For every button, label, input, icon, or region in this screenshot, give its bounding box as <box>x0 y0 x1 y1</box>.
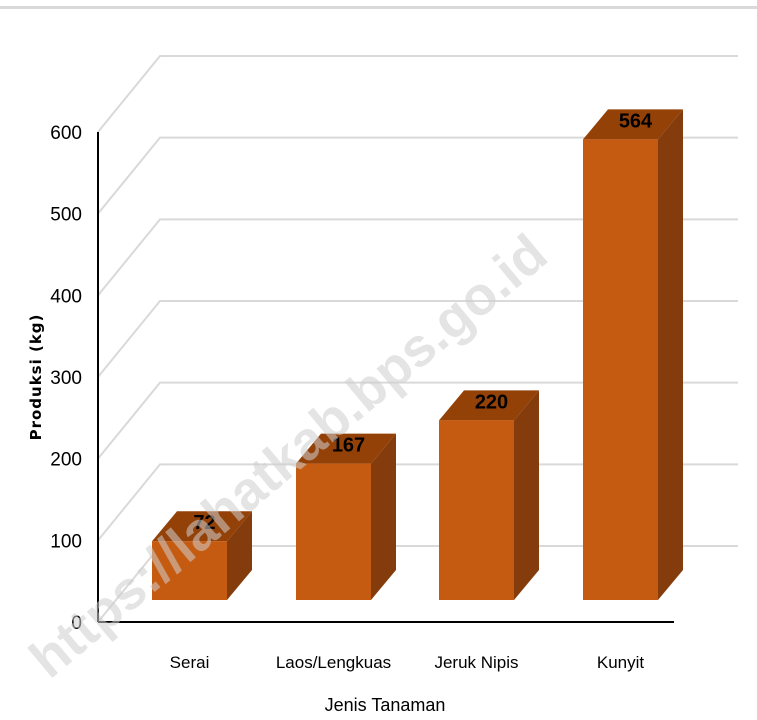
gridline <box>97 136 738 215</box>
gridline <box>97 218 738 296</box>
data-labels: 72 167 220 564 <box>193 110 653 534</box>
bar-top-face <box>296 433 396 464</box>
x-tick-label: Laos/Lengkuas <box>276 653 391 672</box>
bar-side-face <box>658 109 683 601</box>
bar <box>152 541 227 600</box>
data-label: 167 <box>332 435 365 457</box>
y-tick-label: 400 <box>50 286 82 307</box>
gridlines <box>97 55 738 623</box>
bar-side-face <box>227 511 252 600</box>
x-axis-title: Jenis Tanaman <box>325 695 446 715</box>
bar <box>439 420 514 600</box>
bar-top-face <box>583 109 683 140</box>
x-tick-labels: Serai Laos/Lengkuas Jeruk Nipis Kunyit <box>170 653 645 672</box>
y-tick-label: 600 <box>50 123 82 144</box>
y-tick-label: 300 <box>50 368 82 389</box>
top-border <box>0 6 757 9</box>
bar-side-face <box>371 433 396 600</box>
bar-side-face <box>514 390 539 600</box>
bars <box>152 109 683 601</box>
x-tick-label: Kunyit <box>597 653 645 672</box>
y-tick-labels: 0 100 200 300 400 500 600 <box>50 123 82 634</box>
data-label: 564 <box>619 110 653 132</box>
data-label: 72 <box>193 512 215 534</box>
bar-top-face <box>439 390 539 421</box>
gridline <box>97 300 738 378</box>
y-tick-label: 100 <box>50 531 82 552</box>
bar <box>296 463 371 600</box>
gridline <box>97 381 738 460</box>
y-tick-label: 0 <box>71 613 82 634</box>
gridline <box>97 55 738 133</box>
bar <box>583 139 658 600</box>
x-tick-label: Serai <box>170 653 210 672</box>
y-axis-title: Produksi (kg) <box>27 314 45 441</box>
data-label: 220 <box>475 391 508 413</box>
axes <box>97 132 674 623</box>
x-tick-label: Jeruk Nipis <box>434 653 518 672</box>
gridline <box>97 463 738 541</box>
y-tick-label: 200 <box>50 450 82 471</box>
y-tick-label: 500 <box>50 205 82 226</box>
bar-top-face <box>152 511 252 542</box>
